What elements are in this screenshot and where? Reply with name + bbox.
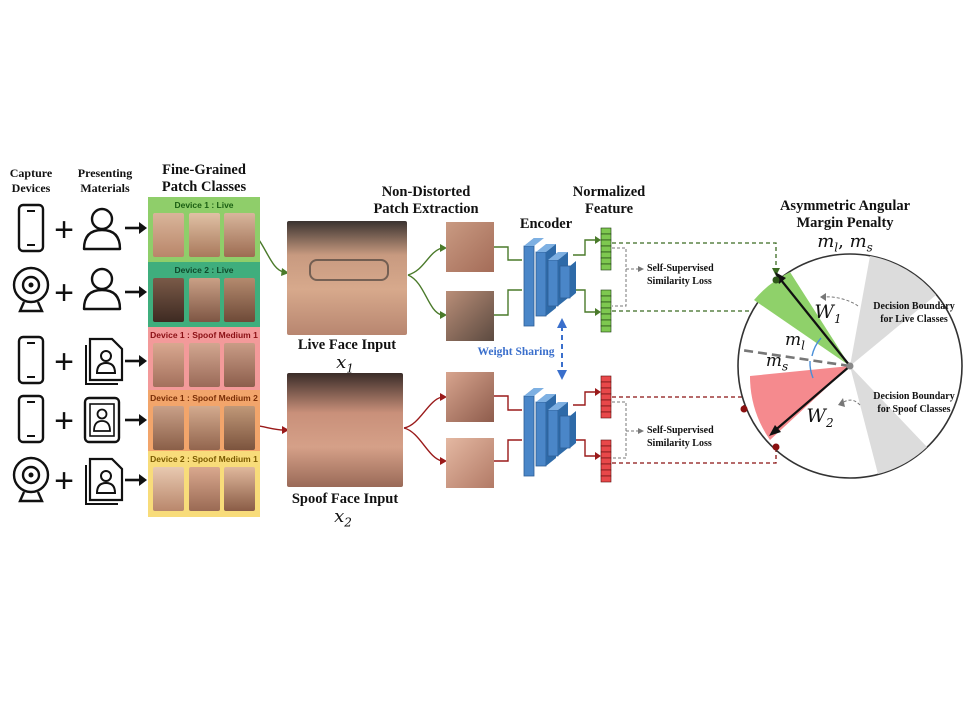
- class-box-label: Device 1 : Spoof Medium 2: [150, 393, 258, 403]
- webcam-icon: [12, 456, 50, 503]
- feature-cell: [600, 475, 612, 483]
- feature-cell: [600, 289, 612, 297]
- feature-cell: [600, 463, 612, 471]
- plus-sign: +: [54, 274, 74, 312]
- feature-cell: [600, 257, 612, 265]
- feature-cell: [600, 233, 612, 241]
- spoof-feature-vector-1: [600, 375, 612, 419]
- angular-margin-circle: [737, 253, 963, 479]
- spoof-to-patch2: [403, 427, 443, 462]
- feature-cell: [600, 411, 612, 419]
- similarity-bracket-live: [612, 247, 640, 307]
- spoof-face-var: x2: [334, 506, 352, 530]
- feature-cell: [600, 445, 612, 453]
- feature-cell: [600, 399, 612, 407]
- phone-icon: [17, 335, 45, 385]
- feature-cell: [600, 295, 612, 303]
- w2-label: W2: [806, 405, 834, 430]
- plus-sign: +: [54, 402, 74, 440]
- class-box-device1-live: Device 1 : Live: [148, 197, 260, 263]
- live-feature-vector-2: [600, 289, 612, 333]
- feature-cell: [600, 457, 612, 465]
- spoof-feature-vector-2: [600, 439, 612, 483]
- live-face-image: [287, 221, 407, 335]
- spoof-to-patch1: [403, 396, 443, 429]
- spoof-patch-1: [446, 372, 494, 422]
- live-patch-2: [446, 291, 494, 341]
- feature-cell: [600, 245, 612, 253]
- tablet-icon: [83, 396, 121, 444]
- person-icon: [82, 267, 122, 311]
- patch-classes-header: Fine-Grained Patch Classes: [161, 162, 247, 195]
- class-box-label: Device 1 : Live: [174, 200, 234, 210]
- spoof-patch-2: [446, 438, 494, 488]
- feature-cell: [600, 227, 612, 235]
- spoof-face-image: [287, 373, 403, 487]
- decision-boundary-spoof-label: Decision Boundary for Spoof Classes: [873, 391, 955, 415]
- live-patch-1: [446, 222, 494, 272]
- feature-cell: [600, 387, 612, 395]
- person-icon: [82, 207, 122, 251]
- feature-cell: [600, 319, 612, 327]
- class-box-device2-spoof1: Device 2 : Spoof Medium 1: [148, 451, 260, 517]
- similarity-bracket-spoof: [612, 401, 640, 459]
- webcam-icon: [12, 266, 50, 313]
- plus-sign: +: [54, 462, 74, 500]
- feature-cell: [600, 325, 612, 333]
- feature-cell: [600, 251, 612, 259]
- phone-icon: [17, 394, 45, 444]
- class-box-label: Device 2 : Live: [174, 265, 234, 275]
- similarity-loss-spoof-label: Self-Supervised Similarity Loss: [647, 425, 714, 449]
- live-to-patch1: [407, 247, 443, 276]
- encoder-bottom: [523, 388, 576, 477]
- encoder-top: [523, 238, 576, 327]
- row-arrows: [125, 222, 147, 486]
- decision-boundary-live-label: Decision Boundary for Live Classes: [873, 301, 955, 325]
- normalized-feature-header: Normalized Feature: [572, 184, 646, 217]
- printed-photo-icon: [85, 337, 124, 385]
- capture-devices-header: Capture Devices: [9, 166, 53, 195]
- live-face-var: x1: [336, 352, 354, 376]
- similarity-loss-live-label: Self-Supervised Similarity Loss: [647, 263, 714, 287]
- w1-label: W1: [814, 301, 842, 326]
- class-box-label: Device 1 : Spoof Medium 1: [150, 330, 258, 340]
- printed-photo-icon: [85, 457, 124, 505]
- feature-cell: [600, 451, 612, 459]
- class-box-device2-live: Device 2 : Live: [148, 262, 260, 328]
- presenting-materials-header: Presenting Materials: [77, 166, 133, 195]
- class-box-device1-spoof1: Device 1 : Spoof Medium 1: [148, 327, 260, 393]
- feature-cell: [600, 375, 612, 383]
- weight-sharing-label: Weight Sharing: [477, 346, 555, 358]
- feature-cell: [600, 263, 612, 271]
- phone-icon: [17, 203, 45, 253]
- class-box-device1-spoof2: Device 1 : Spoof Medium 2: [148, 390, 260, 456]
- live-feature-vector-1: [600, 227, 612, 271]
- ms-label: ms: [765, 351, 789, 374]
- feature-cell: [600, 381, 612, 389]
- class-box-label: Device 2 : Spoof Medium 1: [150, 454, 258, 464]
- ml-label: ml: [785, 330, 805, 353]
- patch-extraction-header: Non-Distorted Patch Extraction: [373, 184, 479, 217]
- plus-sign: +: [54, 211, 74, 249]
- feature-cell: [600, 307, 612, 315]
- feature-cell: [600, 439, 612, 447]
- feature-cell: [600, 405, 612, 413]
- feature-cell: [600, 469, 612, 477]
- feature-cell: [600, 393, 612, 401]
- weight-sharing-arrow: [557, 318, 567, 380]
- feature-cell: [600, 301, 612, 309]
- feature-cell: [600, 239, 612, 247]
- live-to-patch2: [407, 274, 443, 316]
- margin-penalty-header: Asymmetric Angular Margin Penalty: [779, 198, 911, 231]
- spoof-face-label: Spoof Face Input: [291, 491, 399, 507]
- feature-cell: [600, 313, 612, 321]
- margin-symbols: ml, ms: [817, 231, 873, 255]
- plus-sign: +: [54, 343, 74, 381]
- live-face-label: Live Face Input: [297, 337, 397, 353]
- encoder-header: Encoder: [519, 216, 573, 232]
